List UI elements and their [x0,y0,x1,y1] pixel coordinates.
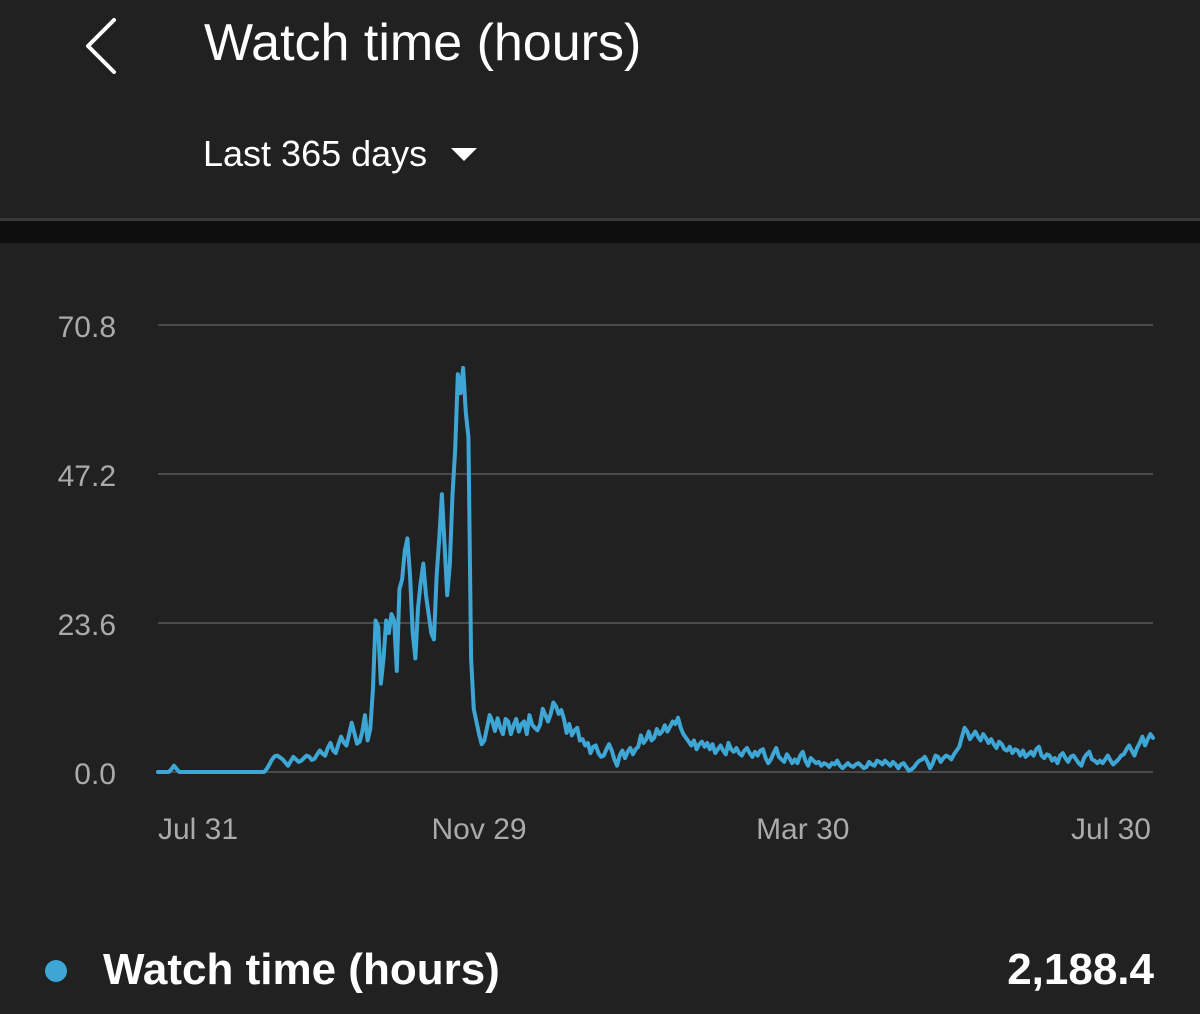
y-tick-label: 0.0 [74,758,116,791]
chevron-left-icon [86,18,116,74]
watch-time-chart: 0.0 23.6 47.2 70.8 Jul 31 Nov 29 Mar 30 Jul 30 [58,311,1155,846]
app-header: Watch time (hours) Last 365 days [0,0,1200,218]
x-tick-label: Nov 29 [432,813,527,846]
chart-area: 0.0 23.6 47.2 70.8 Jul 31 Nov 29 Mar 30 Jul 30 [0,243,1200,903]
x-tick-label: Jul 31 [158,813,238,846]
x-tick-label: Mar 30 [756,813,849,846]
caret-down-icon [451,147,478,161]
section-separator [0,221,1200,243]
legend-label: Watch time (hours) [103,945,500,994]
period-label: Last 365 days [203,133,428,174]
period-dropdown[interactable]: Last 365 days [203,126,478,182]
y-tick-label: 47.2 [58,460,116,493]
header-divider [0,218,1200,221]
y-tick-label: 70.8 [58,311,116,344]
legend-row[interactable]: Watch time (hours) 2,188.4 [0,930,1200,1010]
page-title: Watch time (hours) [204,14,642,72]
back-button[interactable] [70,8,134,84]
x-tick-label: Jul 30 [1071,813,1151,846]
y-tick-label: 23.6 [58,609,116,642]
legend-total: 2,188.4 [1007,945,1154,994]
series-line-watch-time [156,365,1155,774]
legend-dot-icon [45,960,67,982]
